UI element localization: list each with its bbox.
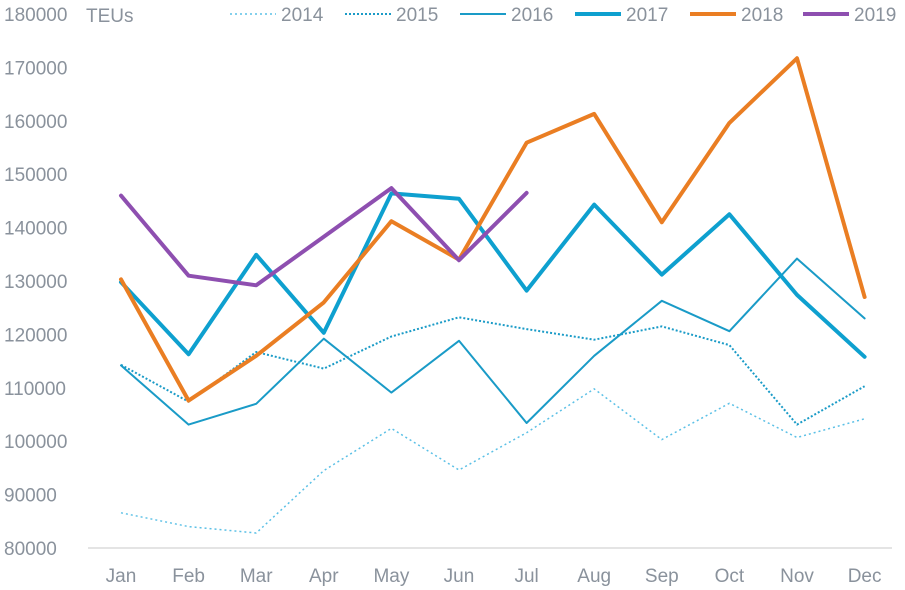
y-tick-label: 150000 bbox=[4, 165, 67, 186]
legend-label-2016: 2016 bbox=[511, 5, 553, 26]
y-axis-unit-label: TEUs bbox=[86, 6, 134, 27]
x-tick-label: Jul bbox=[514, 566, 538, 587]
series-group bbox=[119, 56, 867, 534]
x-tick-label: Feb bbox=[172, 566, 205, 587]
x-tick-label: Nov bbox=[780, 566, 814, 587]
legend: 2014 2015 2016 2017 2018 2019 bbox=[230, 5, 896, 26]
y-axis: 80000 90000 100000 110000 120000 130000 140000… bbox=[4, 5, 67, 560]
legend-label-2017: 2017 bbox=[626, 5, 668, 26]
y-tick-label: 170000 bbox=[4, 58, 67, 79]
y-tick-label: 80000 bbox=[4, 539, 57, 560]
y-tick-label: 120000 bbox=[4, 325, 67, 346]
y-tick-label: 180000 bbox=[4, 5, 67, 26]
x-tick-label: Apr bbox=[309, 566, 339, 587]
y-tick-label: 100000 bbox=[4, 432, 67, 453]
legend-label-2018: 2018 bbox=[741, 5, 783, 26]
series-line-2014 bbox=[120, 388, 865, 534]
x-tick-label: Dec bbox=[848, 566, 882, 587]
y-tick-label: 130000 bbox=[4, 272, 67, 293]
legend-label-2019: 2019 bbox=[854, 5, 896, 26]
legend-label-2015: 2015 bbox=[396, 5, 438, 26]
x-tick-label: Oct bbox=[715, 566, 745, 587]
x-tick-label: Sep bbox=[645, 566, 679, 587]
series-line-2018 bbox=[119, 56, 867, 403]
legend-label-2014: 2014 bbox=[281, 5, 324, 26]
series-line-2016 bbox=[120, 257, 866, 426]
y-tick-label: 160000 bbox=[4, 112, 67, 133]
x-tick-label: Jun bbox=[444, 566, 475, 587]
y-tick-label: 110000 bbox=[4, 379, 66, 400]
series-line-2015 bbox=[120, 316, 866, 426]
x-tick-label: Jan bbox=[106, 566, 137, 587]
series-line-2019 bbox=[119, 186, 529, 288]
x-tick-label: Mar bbox=[240, 566, 273, 587]
y-tick-label: 90000 bbox=[4, 486, 57, 507]
x-tick-label: May bbox=[373, 566, 409, 587]
x-axis: Jan Feb Mar Apr May Jun Jul Aug Sep Oct Nov Dec bbox=[106, 566, 882, 587]
y-tick-label: 140000 bbox=[4, 219, 67, 240]
x-tick-label: Aug bbox=[577, 566, 611, 587]
series-line-2017 bbox=[119, 191, 867, 359]
